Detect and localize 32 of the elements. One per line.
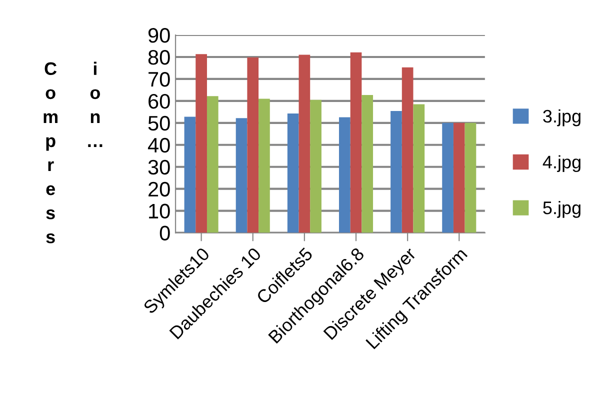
y-tick-label: 50 [148,116,170,131]
y-tick-label: 40 [148,138,170,153]
bar [402,67,414,233]
bar [184,116,196,233]
bar [247,57,259,233]
bar [236,118,248,233]
legend-label: 5.jpg [543,201,580,218]
bar [464,122,476,233]
y-tick-label: 0 [160,226,170,241]
bar [442,122,454,233]
y-tick-label: 90 [148,28,170,43]
bar [413,104,425,233]
y-tick-label: 10 [149,204,170,219]
bar [453,122,465,233]
bar [338,117,350,233]
bar [310,100,322,233]
text: Compression… [44,62,102,244]
y-tick-label: 30 [148,160,170,175]
bar [196,54,207,233]
bar [206,96,218,233]
bar [298,54,310,233]
legend-label: 3.jpg [543,109,580,126]
y-tick-label: 80 [148,50,170,65]
y-tick-label: 20 [148,182,170,197]
bar [258,98,270,233]
bar [390,111,402,233]
legend-label: 4.jpg [542,155,580,172]
bar [362,95,374,233]
y-tick-label: 60 [148,94,170,109]
bar [350,52,362,233]
y-tick-label: 70 [148,72,170,87]
bar [287,113,299,233]
